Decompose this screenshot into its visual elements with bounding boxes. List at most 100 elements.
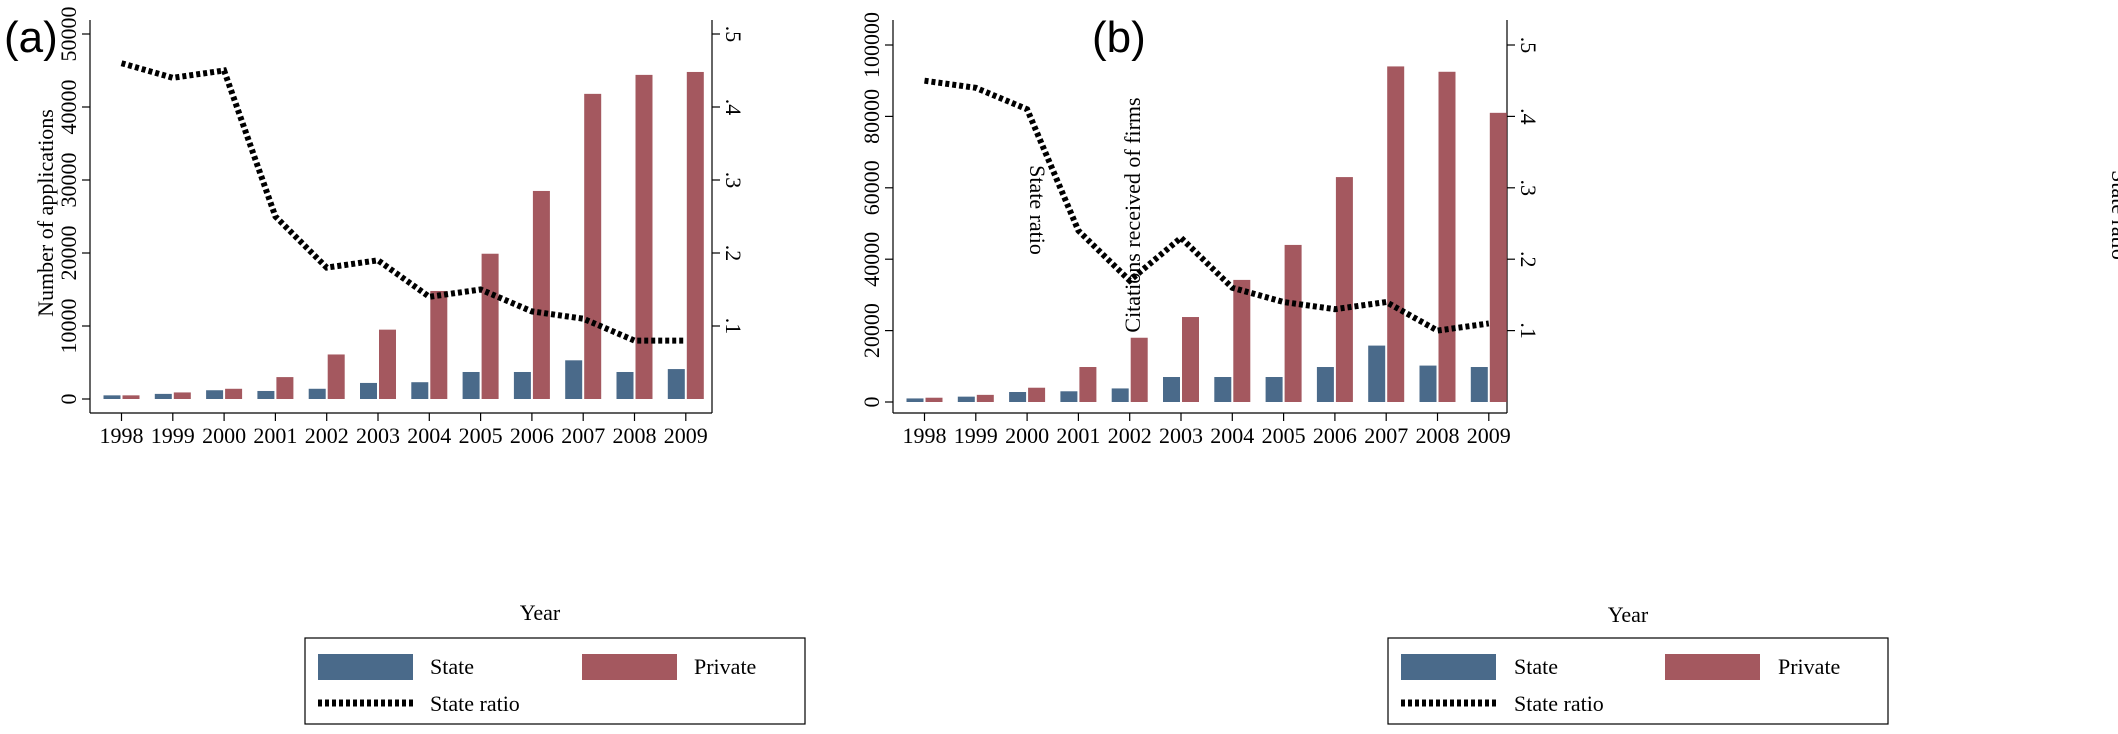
panel-a-state-ratio-line [120,60,686,344]
panel-a-plot-area: 0 10000 20000 30000 40000 50000 .1 .2 .3 .4 .5 1998… [56,7,746,449]
panel-a-legend-state-label: State [430,654,474,679]
panel-a-bar-state-2008 [616,371,634,399]
panel-b-x-tick-label: 1998 [903,423,947,448]
panel-a-y-tick-label: 20000 [56,226,81,281]
panel-a-bar-private-2001 [276,377,294,399]
panel-a-y-tick-label: 30000 [56,153,81,208]
panel-b-bar-private-2008 [1438,71,1456,403]
panel-b-label: (b) [1092,13,1146,62]
panel-a-x-tick-label: 2004 [407,423,451,448]
panel-b-bar-private-1999 [976,394,994,402]
panel-a-legend-private-label: Private [694,654,756,679]
panel-a-bar-private-2008 [635,74,653,399]
panel-a-legend-frame [304,637,806,725]
panel-a-bar-state-2009 [667,369,685,399]
panel-b-y2-tick-label: .1 [1516,322,1541,339]
panel-a-x-tick-label: 2000 [202,423,246,448]
panel-b-plot-area: 0 20000 40000 60000 80000 100000 .1 .2 .3 .4 .5 199… [859,12,1541,448]
panel-a-x-tick-label: 2007 [561,423,605,448]
panel-a-y2-axis-title: State ratio [1025,165,1050,255]
panel-a-bar-private-2006 [532,190,550,399]
panel-b-y-tick-label: 60000 [859,160,884,215]
panel-b-legend-state-label: State [1514,654,1558,679]
panel-b-x-tick-label: 2006 [1313,423,1357,448]
panel-a-x-tick-label: 2006 [510,423,554,448]
panel-a-legend-private-swatch [582,654,677,680]
panel-a-bar-state-1999 [154,393,172,399]
panel-b-y-tick-label: 80000 [859,89,884,144]
panel-b-bar-private-2009 [1489,112,1507,402]
panel-a-bar-state-1998 [103,395,121,399]
panel-b-x-tick-label: 2001 [1056,423,1100,448]
panel-b-bar-state-2007 [1368,345,1386,402]
panel-a-bar-state-2006 [513,371,531,399]
panel-b-y-tick-label: 40000 [859,232,884,287]
panel-b-legend-ratio-label: State ratio [1514,691,1604,716]
panel-a-bar-private-1998 [122,395,140,399]
panel-b-y2-axis-title: State ratio [2107,170,2118,260]
panel-a-bar-private-2000 [225,388,243,399]
panel-b-state-ratio-line [924,77,1490,334]
panel-b-x-tick-label: 2003 [1159,423,1203,448]
panel-b-bar-state-2009 [1470,367,1488,402]
panel-a-y-tick-label: 50000 [56,7,81,62]
panel-b-bar-private-2003 [1182,317,1199,402]
panel-b-x-tick-label: 2002 [1108,423,1152,448]
panel-b-bar-state-2000 [1009,392,1027,402]
panel-a-y2-tick-label: .3 [721,172,746,189]
panel-b-y2-tick-label: .2 [1516,251,1541,268]
panel-a-x-tick-label: 2009 [664,423,708,448]
panel-b-bar-private-2002 [1130,337,1148,402]
panel-a-bar-private-2007 [584,93,602,400]
panel-b-x-tick-label: 2005 [1262,423,1306,448]
panel-a-x-tick-label: 2002 [305,423,349,448]
panel-b-bar-state-2008 [1419,365,1437,402]
panel-b-y-tick-label: 100000 [859,12,884,78]
panel-b-legend-frame [1387,637,1889,725]
panel-b-y2-tick-label: .5 [1516,37,1541,54]
panel-a-y2-tick-label: .4 [721,99,746,116]
panel-b-legend-private-swatch [1665,654,1760,680]
panel-b-x-tick-label: 1999 [954,423,998,448]
panel-a-bar-state-2000 [206,390,224,399]
panel-a-bar-state-2003 [360,382,377,399]
panel-a-x-axis-title: Year [520,600,561,625]
panel-a-bar-state-2002 [308,388,326,399]
panel-b-legend: State Private State ratio [1387,637,1889,725]
panel-a-x-tick-label: 2005 [459,423,503,448]
panel-a: (a) Number of applications State ratio Y… [4,7,1050,725]
panel-b-bar-private-2007 [1387,66,1405,403]
panel-a-y-tick-label: 0 [56,394,81,405]
panel-a-y-tick-label: 40000 [56,80,81,135]
panel-b-y-axis-title: Citations received of firms [1120,97,1145,332]
panel-a-x-tick-label: 1998 [100,423,144,448]
panel-b-y-tick-label: 0 [859,397,884,408]
panel-b-bar-state-1999 [957,396,975,402]
panel-b-y-tick-label: 20000 [859,303,884,358]
panel-a-legend-state-swatch [318,654,413,680]
panel-a-x-tick-label: 1999 [151,423,195,448]
panel-a-bar-private-2002 [327,354,345,399]
panel-a-bar-state-2004 [411,382,429,399]
panel-a-bar-state-2007 [565,360,583,399]
panel-a-y-tick-label: 10000 [56,299,81,354]
panel-b-bar-state-2004 [1214,377,1232,402]
panel-b-bar-state-2006 [1316,367,1334,402]
panel-a-y2-tick-label: .1 [721,318,746,335]
panel-a-label: (a) [4,13,58,62]
panel-b-bar-private-2006 [1335,177,1353,402]
panel-b-bar-private-1998 [925,397,943,402]
panel-b-bar-state-2003 [1163,377,1180,402]
panel-b-y2-tick-label: .4 [1516,108,1541,125]
panel-a-y2-tick-label: .2 [721,245,746,262]
panel-a-legend-ratio-label: State ratio [430,691,520,716]
panel-a-bar-private-2003 [379,329,396,399]
panel-a-bar-state-2005 [462,371,480,399]
panel-b-x-tick-label: 2007 [1364,423,1408,448]
panel-b-bar-state-1998 [906,398,924,402]
panel-b-bar-private-2005 [1284,244,1302,402]
panel-b: (b) Citations received of firms State ra… [859,12,2118,725]
panel-b-bar-state-2005 [1265,377,1283,402]
panel-a-bar-private-2004 [430,290,448,399]
